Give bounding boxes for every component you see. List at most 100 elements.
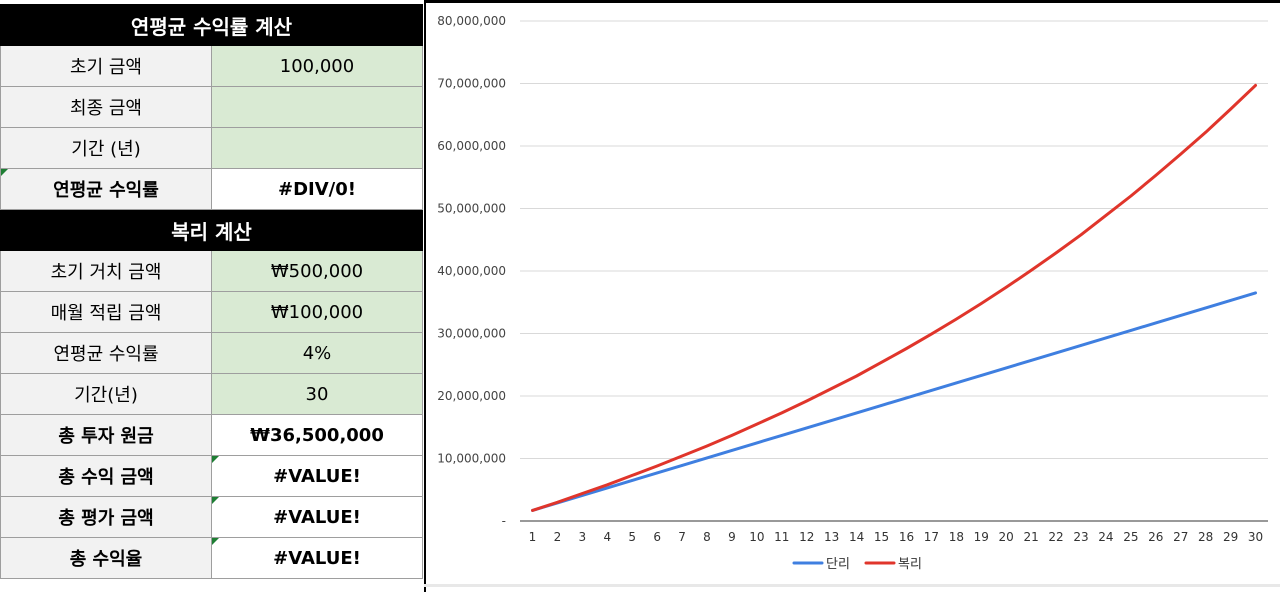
annual-rate-cell[interactable]: 4%	[211, 332, 423, 374]
x-tick-label: 27	[1173, 530, 1188, 544]
monthly-deposit-cell[interactable]: ₩100,000	[211, 291, 423, 333]
x-tick-label: 23	[1073, 530, 1088, 544]
spreadsheet-table: 연평균 수익률 계산 초기 금액 100,000 최종 금액 기간 (년) 연평…	[0, 0, 424, 592]
annual-return-header-row: 연평균 수익률 계산	[0, 4, 423, 46]
data-point	[930, 389, 933, 392]
x-tick-label: 9	[728, 530, 736, 544]
y-tick-label: 60,000,000	[437, 139, 506, 153]
x-tick-label: 17	[924, 530, 939, 544]
x-tick-label: 1	[529, 530, 537, 544]
table-row: 총 평가 금액 #VALUE!	[0, 496, 423, 538]
data-point	[606, 486, 609, 490]
initial-amount-cell[interactable]: 100,000	[211, 45, 423, 87]
data-point	[880, 404, 883, 407]
period-years-label[interactable]: 기간 (년)	[0, 127, 212, 169]
data-point	[755, 441, 759, 445]
table-row: 연평균 수익률 #DIV/0!	[0, 168, 423, 210]
data-point	[755, 422, 759, 426]
annual-return-title[interactable]: 연평균 수익률 계산	[0, 4, 423, 46]
initial-deposit-cell[interactable]: ₩500,000	[211, 250, 423, 292]
x-tick-label: 12	[799, 530, 814, 544]
initial-deposit-label[interactable]: 초기 거치 금액	[0, 250, 212, 292]
compound-header-row: 복리 계산	[0, 209, 423, 251]
y-tick-label: 40,000,000	[437, 264, 506, 278]
data-point	[1104, 214, 1108, 217]
data-point	[1179, 152, 1182, 156]
data-point	[855, 374, 858, 378]
x-tick-label: 18	[949, 530, 964, 544]
x-tick-label: 13	[824, 530, 839, 544]
data-point	[1229, 299, 1232, 302]
compound-title[interactable]: 복리 계산	[0, 209, 423, 251]
data-point	[1179, 314, 1182, 317]
x-tick-label: 16	[899, 530, 914, 544]
x-tick-label: 10	[749, 530, 764, 544]
x-tick-label: 7	[678, 530, 686, 544]
y-tick-label: 80,000,000	[437, 14, 506, 28]
table-row: 연평균 수익률 4%	[0, 332, 423, 374]
data-point	[531, 509, 534, 512]
x-tick-label: 8	[703, 530, 711, 544]
chart-panel[interactable]: - 10,000,000 20,000,000 30,000,000 40,000,00…	[424, 0, 1280, 592]
data-point	[855, 411, 858, 415]
table-row: 기간 (년)	[0, 127, 423, 169]
total-profit-label[interactable]: 총 수익 금액	[0, 455, 212, 497]
cagr-result-cell[interactable]: #DIV/0!	[211, 168, 423, 210]
table-row: 초기 금액 100,000	[0, 45, 423, 87]
data-point	[1204, 306, 1207, 310]
total-return-rate-cell[interactable]: #VALUE!	[211, 537, 423, 579]
total-profit-cell[interactable]: #VALUE!	[211, 455, 423, 497]
data-point	[730, 449, 734, 452]
data-point	[606, 483, 609, 486]
total-return-rate-label[interactable]: 총 수익율	[0, 537, 212, 579]
data-point	[830, 419, 833, 422]
x-tick-label: 15	[874, 530, 889, 544]
legend-label: 복리	[898, 557, 922, 572]
calculator-grid: 연평균 수익률 계산 초기 금액 100,000 최종 금액 기간 (년) 연평…	[0, 4, 423, 579]
data-point	[1079, 344, 1083, 347]
x-tick-label: 29	[1223, 530, 1238, 544]
table-row: 최종 금액	[0, 86, 423, 128]
x-tick-label: 2	[554, 530, 562, 544]
series-line-compound-interest	[531, 83, 1257, 512]
cagr-label[interactable]: 연평균 수익률	[0, 168, 212, 210]
data-point	[1079, 233, 1083, 236]
x-tick-label: 6	[653, 530, 661, 544]
data-point	[880, 361, 883, 364]
period-years-cell[interactable]	[211, 127, 423, 169]
initial-amount-label[interactable]: 초기 금액	[0, 45, 212, 87]
x-tick-label: 3	[579, 530, 587, 544]
compound-period-label[interactable]: 기간(년)	[0, 373, 212, 415]
x-tick-label: 25	[1123, 530, 1138, 544]
data-point	[1104, 336, 1108, 340]
total-principal-label[interactable]: 총 투자 원금	[0, 414, 212, 456]
x-tick-label: 4	[603, 530, 611, 544]
total-valuation-cell[interactable]: #VALUE!	[211, 496, 423, 538]
x-tick-label: 19	[974, 530, 989, 544]
final-amount-label[interactable]: 최종 금액	[0, 86, 212, 128]
annual-rate-label[interactable]: 연평균 수익률	[0, 332, 212, 374]
x-tick-label: 24	[1098, 530, 1113, 544]
data-point	[1254, 291, 1257, 295]
data-point	[905, 347, 908, 350]
line-chart[interactable]: - 10,000,000 20,000,000 30,000,000 40,000,00…	[426, 3, 1280, 592]
data-point	[655, 471, 659, 475]
table-row: 초기 거치 금액 ₩500,000	[0, 250, 423, 292]
data-point	[1054, 351, 1058, 355]
compound-period-cell[interactable]: 30	[211, 373, 423, 415]
y-tick-label: 20,000,000	[437, 389, 506, 403]
monthly-deposit-label[interactable]: 매월 적립 금액	[0, 291, 212, 333]
data-point	[581, 492, 584, 495]
data-point	[655, 464, 659, 468]
total-valuation-label[interactable]: 총 평가 금액	[0, 496, 212, 538]
data-point	[980, 302, 983, 305]
y-tick-label: -	[502, 514, 506, 528]
table-row: 총 수익 금액 #VALUE!	[0, 455, 423, 497]
data-point	[1054, 251, 1058, 255]
total-principal-cell[interactable]: ₩36,500,000	[211, 414, 423, 456]
data-point	[1129, 194, 1133, 198]
final-amount-cell[interactable]	[211, 86, 423, 128]
x-tick-label: 14	[849, 530, 864, 544]
table-row: 매월 적립 금액 ₩100,000	[0, 291, 423, 333]
data-point	[830, 387, 833, 390]
